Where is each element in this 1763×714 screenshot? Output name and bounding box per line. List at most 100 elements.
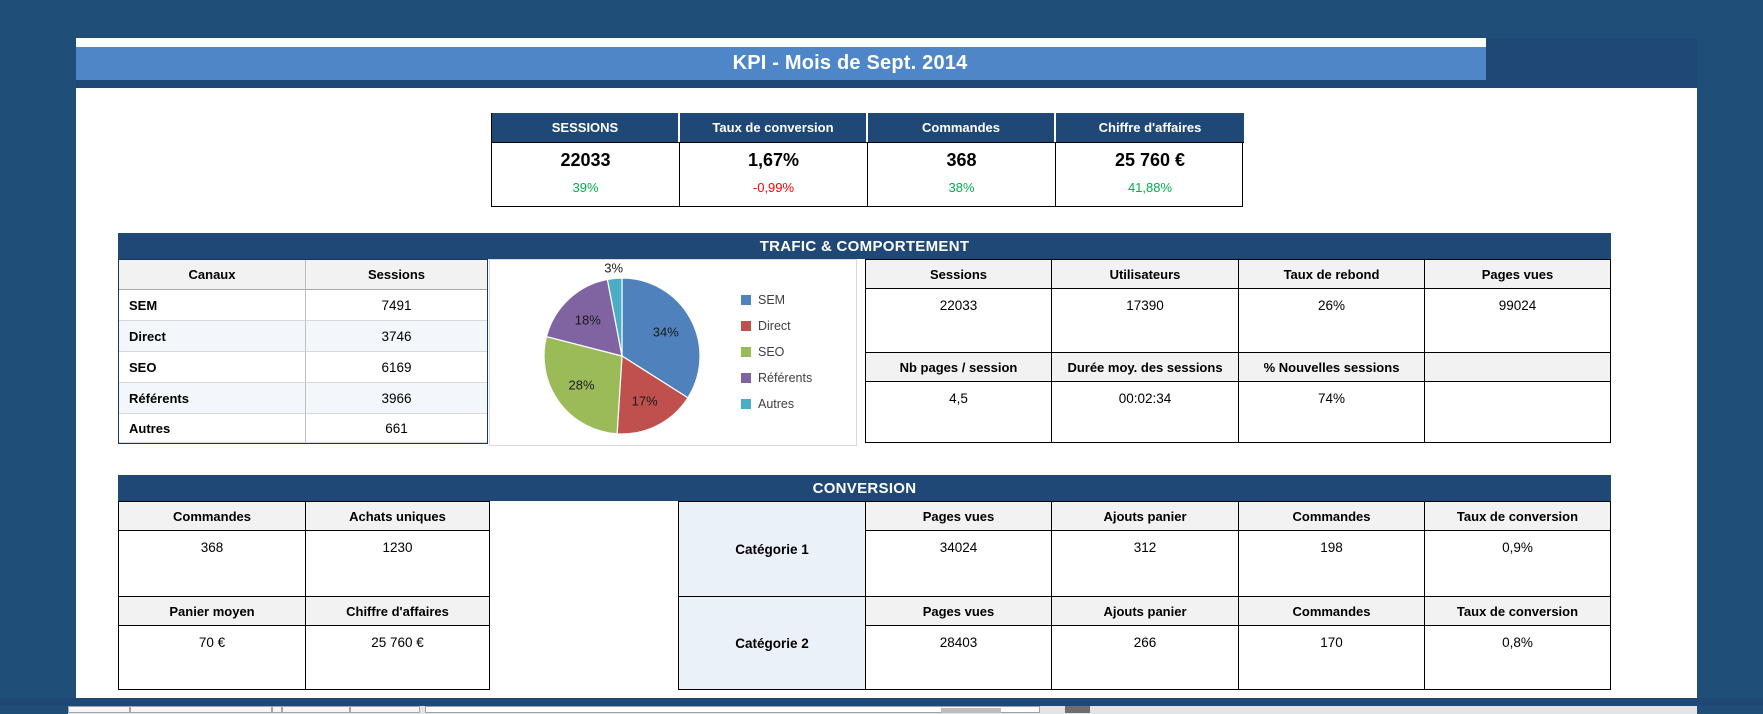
channel-name-cell: SEM [119, 290, 306, 321]
channel-sessions-cell: 661 [306, 414, 487, 443]
pie-chart-plot [543, 277, 701, 435]
legend-label: Référents [758, 371, 813, 385]
conversion-summary-table: Commandes Achats uniques 368 1230 Panier moy… [118, 501, 490, 690]
kpi-header: Commandes [868, 113, 1056, 142]
legend-item: Direct [741, 318, 812, 334]
category-cell: Catégorie 1 [679, 502, 866, 597]
stat-header-cell: Sessions [866, 260, 1052, 289]
kpi-value: 25 760 € [1056, 142, 1244, 178]
page-title: KPI - Mois de Sept. 2014 [732, 52, 968, 74]
conversion-categories-table: Catégorie 1 Pages vues Ajouts panier Comman… [678, 501, 1611, 690]
stat-header-cell: % Nouvelles sessions [1239, 353, 1425, 382]
channel-sessions-cell: 3966 [306, 383, 487, 414]
conversion-value-cell: 170 [1239, 626, 1425, 689]
kpi-header: SESSIONS [492, 113, 680, 142]
section-title-trafic: TRAFIC & COMPORTEMENT [759, 237, 970, 255]
legend-label: SEO [758, 345, 785, 359]
legend-color-swatch-icon [741, 347, 751, 357]
sheet-tab[interactable] [350, 706, 420, 713]
pie-slice-autres [606, 277, 623, 357]
conversion-header-cell: Commandes [1239, 597, 1425, 626]
stat-value-cell: 4,5 [866, 382, 1052, 442]
conversion-value-cell: 368 [119, 531, 306, 597]
channel-name-cell: Référents [119, 383, 306, 414]
pie-slice-label: 3% [604, 260, 624, 276]
stat-value-cell: 74% [1239, 382, 1425, 442]
conversion-value-cell: 25 760 € [371, 635, 424, 650]
stat-header-cell: Durée moy. des sessions [1052, 353, 1239, 382]
conversion-value-cell: 198 [1239, 531, 1425, 597]
channel-sessions-cell: 3746 [306, 321, 487, 352]
stat-header-cell: Taux de rebond [1239, 260, 1425, 289]
stat-value-cell: 00:02:34 [1052, 382, 1239, 442]
stat-value-cell: 99024 [1425, 289, 1610, 353]
legend-color-swatch-icon [741, 399, 751, 409]
conversion-header-cell: Pages vues [866, 597, 1052, 626]
pie-slice-seo [543, 335, 623, 435]
pie-legend: SEM Direct SEO Référents Autres [741, 292, 812, 412]
category-cell: Catégorie 2 [679, 597, 866, 689]
pie-slice-label: 18% [574, 312, 601, 328]
stat-header-cell: Pages vues [1425, 260, 1610, 289]
horizontal-scrollbar-track[interactable] [425, 706, 1040, 713]
sheet-footer-strip [68, 706, 1697, 714]
top-right-fill [1486, 38, 1697, 88]
stat-header-cell: Nb pages / session [866, 353, 1052, 382]
conversion-value-cell: 0,9% [1425, 531, 1610, 597]
legend-color-swatch-icon [741, 321, 751, 331]
conversion-value-cell: 0,8% [1502, 635, 1533, 650]
kpi-value: 368 [868, 142, 1056, 178]
conversion-header-cell: Commandes [119, 502, 306, 531]
pie-slice-label: 17% [631, 393, 658, 409]
stat-value-cell [1425, 382, 1610, 442]
conversion-header-cell: Achats uniques [306, 502, 489, 531]
footer-button[interactable] [1065, 706, 1090, 713]
conversion-header-cell: Taux de conversion [1425, 597, 1610, 626]
channels-header-cell: Canaux [119, 260, 306, 290]
conversion-value-cell: 1230 [306, 531, 489, 597]
stat-header-cell [1425, 353, 1610, 382]
kpi-delta: 38% [868, 178, 1056, 207]
conversion-value-cell: 266 [1052, 626, 1239, 689]
conversion-value-cell: 70 € [119, 626, 306, 689]
channels-table: Canaux Sessions SEM 7491 Direct 3746 SEO 6169 Ré… [118, 259, 488, 444]
conversion-header-cell: Ajouts panier [1052, 502, 1239, 531]
legend-item: SEO [741, 344, 812, 360]
section-header-conversion: CONVERSION [118, 475, 1611, 501]
pie-slice-label: 34% [652, 324, 679, 340]
channel-name-cell: Autres [119, 414, 306, 443]
title-underline [76, 80, 1486, 88]
conversion-header-cell: Panier moyen [119, 597, 306, 626]
sheet-tab[interactable] [282, 706, 350, 713]
sheet-tab-divider[interactable] [272, 706, 282, 713]
kpi-header: Taux de conversion [680, 113, 868, 142]
legend-item: SEM [741, 292, 812, 308]
section-header-trafic: TRAFIC & COMPORTEMENT [118, 233, 1611, 259]
pie-slice-direct [616, 354, 689, 435]
stat-value-cell: 26% [1239, 289, 1425, 353]
conversion-header-cell: Taux de conversion [1425, 502, 1610, 531]
channel-sessions-cell: 7491 [306, 290, 487, 321]
stat-value-cell: 17390 [1052, 289, 1239, 353]
legend-label: Direct [758, 319, 791, 333]
horizontal-scrollbar-thumb[interactable] [941, 708, 1001, 713]
conversion-value-cell: 28403 [866, 626, 1052, 689]
channel-sessions-cell: 6169 [306, 352, 487, 383]
pie-slice-label: 28% [568, 377, 595, 393]
legend-label: SEM [758, 293, 786, 307]
channel-name-cell: Direct [119, 321, 306, 352]
sheet-tab[interactable] [68, 706, 130, 713]
pie-slice-référents [545, 278, 623, 357]
conversion-header-cell: Chiffre d'affaires [306, 597, 489, 626]
legend-item: Autres [741, 396, 812, 412]
traffic-pie-chart[interactable]: 34% 17% 28% 18% 3% SEM Direct SEO Référents Autre… [489, 259, 857, 446]
traffic-stats-table: Sessions Utilisateurs Taux de rebond Pages … [865, 259, 1611, 443]
kpi-delta: 39% [492, 178, 680, 207]
kpi-delta: -0,99% [680, 178, 868, 207]
dashboard-title-bar: KPI - Mois de Sept. 2014 [76, 47, 1486, 80]
conversion-header-cell: Ajouts panier [1052, 597, 1239, 626]
legend-item: Référents [741, 370, 812, 386]
conversion-header-cell: Commandes [1239, 502, 1425, 531]
sheet-tab[interactable] [130, 706, 272, 713]
kpi-value: 1,67% [680, 142, 868, 178]
